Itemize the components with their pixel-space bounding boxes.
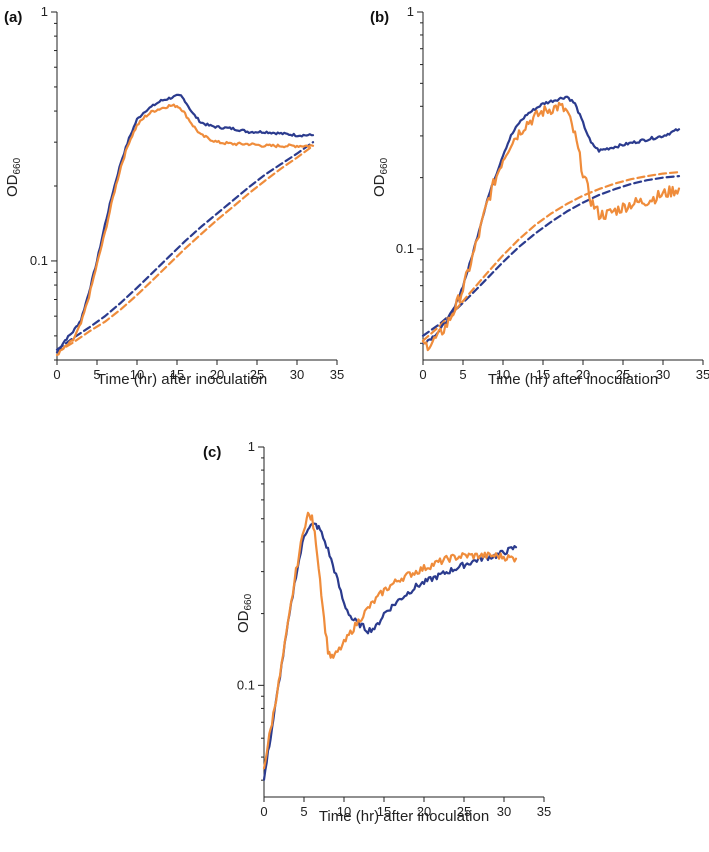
- y-axis-title-a-main: OD: [4, 174, 21, 197]
- x-tick-label-b: 35: [696, 367, 709, 382]
- series-orange-solid-a: [55, 103, 315, 357]
- x-tick-label-a: 5: [93, 367, 100, 382]
- x-tick-label-a: 35: [330, 367, 344, 382]
- panel-label-b: (b): [370, 9, 389, 26]
- y-tick-label-b: 1: [407, 4, 414, 19]
- x-tick-label-b: 0: [419, 367, 426, 382]
- x-tick-label-b: 20: [576, 367, 590, 382]
- x-tick-label-c: 25: [457, 804, 471, 819]
- series-blue-solid-a: [55, 93, 315, 354]
- x-tick-label-a: 0: [53, 367, 60, 382]
- x-tick-label-c: 0: [260, 804, 267, 819]
- svg-text:OD660: OD660: [4, 157, 23, 197]
- series-orange-dashed-a: [55, 144, 315, 354]
- panel-a: (a) OD660 Time (hr) after inoculation 0.…: [4, 4, 344, 388]
- x-axis-title-b: Time (hr) after inoculation: [488, 371, 658, 388]
- x-tick-label-a: 10: [130, 367, 144, 382]
- x-tick-label-a: 25: [250, 367, 264, 382]
- x-tick-label-b: 15: [536, 367, 550, 382]
- x-tick-label-a: 30: [290, 367, 304, 382]
- x-tick-label-c: 15: [377, 804, 391, 819]
- y-tick-label-c: 1: [248, 439, 255, 454]
- y-axis-title-c-sub: 660: [243, 593, 254, 610]
- series-blue-dashed-a: [55, 141, 315, 351]
- y-axis-title-c-main: OD: [235, 610, 252, 633]
- series-blue-dashed-b: [421, 175, 681, 337]
- svg-text:OD660: OD660: [371, 157, 390, 197]
- x-tick-label-a: 15: [170, 367, 184, 382]
- x-tick-label-a: 20: [210, 367, 224, 382]
- x-tick-label-c: 35: [537, 804, 551, 819]
- series-blue-solid-b: [421, 95, 681, 345]
- series-blue-solid-c: [262, 522, 518, 781]
- y-tick-label-c: 0.1: [237, 677, 255, 692]
- x-tick-label-b: 30: [656, 367, 670, 382]
- series-orange-solid-b: [421, 101, 681, 352]
- panel-label-c: (c): [203, 444, 221, 461]
- y-axis-title-b-main: OD: [371, 174, 388, 197]
- y-axis-title-a-sub: 660: [12, 157, 23, 174]
- y-tick-label-a: 0.1: [30, 253, 48, 268]
- x-axis-title-a: Time (hr) after inoculation: [97, 371, 267, 388]
- series-orange-solid-c: [262, 511, 518, 770]
- series-orange-dashed-b: [421, 171, 681, 342]
- x-tick-label-b: 25: [616, 367, 630, 382]
- x-tick-label-c: 20: [417, 804, 431, 819]
- x-tick-label-b: 10: [496, 367, 510, 382]
- x-tick-label-c: 10: [337, 804, 351, 819]
- panel-c: (c) OD660 Time (hr) after inoculation 0.…: [203, 439, 551, 825]
- y-axis-title-a: OD660: [4, 157, 23, 197]
- panel-b: (b) OD660 Time (hr) after inoculation 0.…: [370, 4, 709, 388]
- x-tick-label-c: 5: [300, 804, 307, 819]
- y-axis-title-c: OD660: [235, 593, 254, 633]
- y-axis-title-b: OD660: [371, 157, 390, 197]
- y-axis-title-b-sub: 660: [379, 157, 390, 174]
- svg-text:OD660: OD660: [235, 593, 254, 633]
- x-axis-title-c: Time (hr) after inoculation: [319, 808, 489, 825]
- panel-label-a: (a): [4, 9, 22, 26]
- x-tick-label-c: 30: [497, 804, 511, 819]
- y-tick-label-a: 1: [41, 4, 48, 19]
- x-tick-label-b: 5: [459, 367, 466, 382]
- y-tick-label-b: 0.1: [396, 241, 414, 256]
